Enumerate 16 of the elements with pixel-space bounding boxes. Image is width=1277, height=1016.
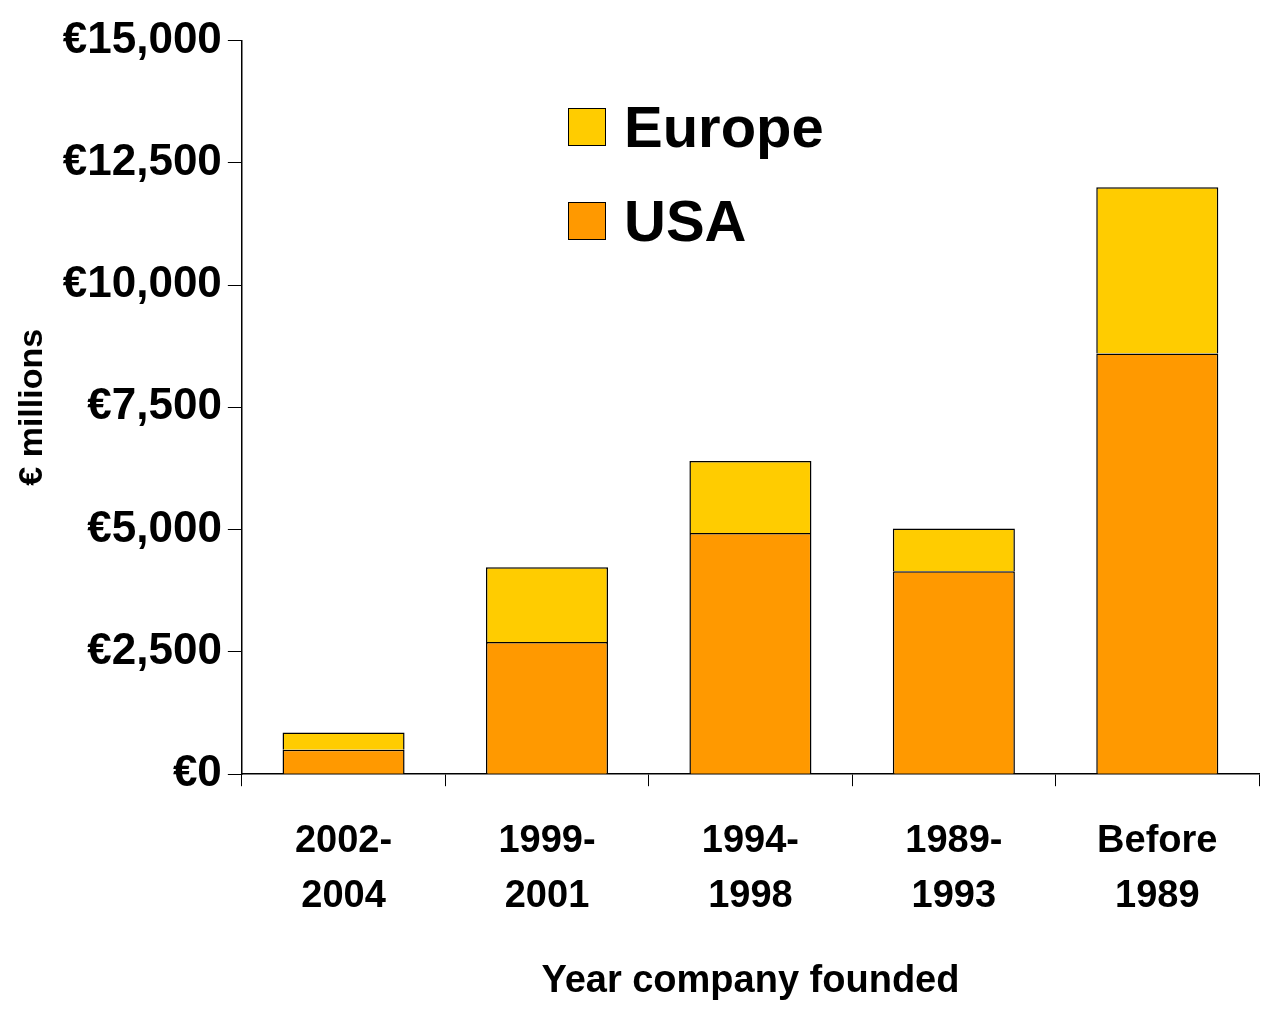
x-tick-label: 1994-1998 <box>701 818 800 916</box>
y-tick-label: €12,500 <box>62 134 222 184</box>
y-tick-label: €10,000 <box>62 257 222 307</box>
x-tick-label: Before 1989 <box>1097 818 1218 916</box>
legend-label: Europe <box>624 94 824 159</box>
x-tick-label: 2002-2004 <box>294 818 393 916</box>
x-tick-label: 1999-2001 <box>498 818 596 916</box>
y-tick-label: €7,500 <box>87 379 222 429</box>
y-axis-title: € millions <box>10 328 49 486</box>
legend-label: USA <box>624 188 747 253</box>
x-axis-title: Year company founded <box>541 957 960 1000</box>
y-tick-label: €15,000 <box>62 12 222 62</box>
y-tick-label: €0 <box>172 746 222 796</box>
x-tick-label: 1989-1993 <box>905 818 1003 916</box>
y-tick-label: €5,000 <box>87 501 222 551</box>
y-tick-label: €2,500 <box>87 624 222 674</box>
